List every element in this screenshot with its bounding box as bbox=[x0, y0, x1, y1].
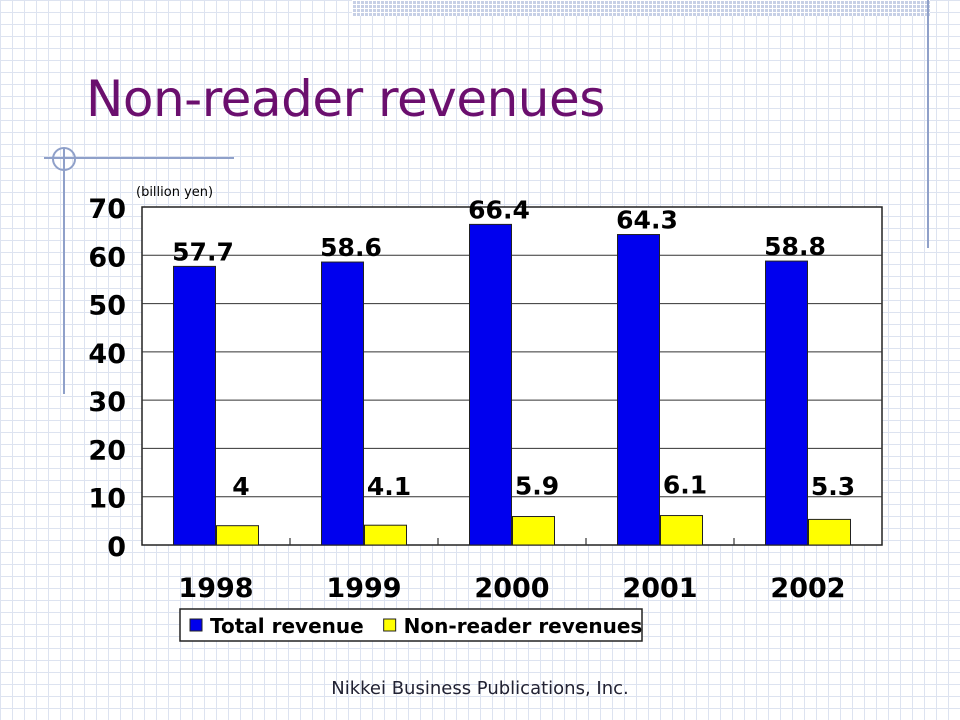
x-tick-label: 2000 bbox=[474, 573, 549, 604]
legend-label: Non-reader revenues bbox=[404, 614, 643, 638]
y-tick-label: 0 bbox=[107, 532, 126, 563]
legend: Total revenue Non-reader revenues bbox=[179, 608, 643, 642]
data-label: 6.1 bbox=[663, 471, 707, 500]
data-label: 64.3 bbox=[616, 206, 678, 235]
y-tick-label: 40 bbox=[88, 339, 126, 370]
data-label: 66.4 bbox=[468, 195, 530, 224]
data-label: 57.7 bbox=[172, 237, 234, 266]
legend-box bbox=[179, 608, 643, 642]
data-label: 5.9 bbox=[515, 472, 559, 501]
y-tick-label: 20 bbox=[88, 435, 126, 466]
non-reader-revenue-bar bbox=[216, 525, 259, 546]
data-label: 5.3 bbox=[811, 472, 855, 501]
top-decoration-band bbox=[352, 0, 930, 16]
total-revenue-bar bbox=[617, 234, 660, 546]
y-tick-label: 50 bbox=[88, 291, 126, 322]
data-label: 4 bbox=[232, 472, 249, 501]
x-tick-label: 2002 bbox=[770, 573, 845, 604]
legend-label: Total revenue bbox=[210, 614, 364, 638]
decoration-circle-icon bbox=[52, 147, 76, 171]
x-tick-label: 2001 bbox=[622, 573, 697, 604]
total-revenue-bar bbox=[469, 223, 512, 546]
y-tick-label: 70 bbox=[88, 194, 126, 225]
non-reader-revenue-bar bbox=[808, 518, 851, 546]
data-label: 58.8 bbox=[764, 232, 826, 261]
total-revenue-bar bbox=[321, 261, 364, 546]
bars bbox=[173, 223, 851, 546]
y-axis-unit-label: (billion yen) bbox=[136, 185, 213, 200]
total-revenue-bar bbox=[765, 260, 808, 546]
right-decoration-line bbox=[927, 0, 929, 248]
y-tick-label: 10 bbox=[88, 484, 126, 515]
data-label: 4.1 bbox=[367, 472, 411, 501]
y-axis: 0 10 20 30 40 50 60 70 bbox=[88, 194, 126, 563]
x-tick-label: 1999 bbox=[326, 573, 401, 604]
title-underline-decoration bbox=[44, 157, 234, 159]
data-labels: 57.7 58.6 66.4 64.3 58.8 4 4.1 5.9 6.1 5.3 bbox=[172, 195, 855, 501]
non-reader-revenue-bar bbox=[660, 515, 703, 546]
x-axis: 1998 1999 2000 2001 2002 bbox=[178, 538, 846, 604]
legend-swatch bbox=[383, 618, 397, 632]
legend-swatch bbox=[189, 618, 203, 632]
footer-text: Nikkei Business Publications, Inc. bbox=[331, 678, 629, 699]
x-tick-label: 1998 bbox=[178, 573, 253, 604]
non-reader-revenue-bar bbox=[512, 516, 555, 546]
left-decoration-line bbox=[63, 148, 65, 394]
data-label: 58.6 bbox=[320, 233, 382, 262]
y-tick-label: 30 bbox=[88, 387, 126, 418]
non-reader-revenue-bar bbox=[364, 524, 407, 546]
slide-title: Non-reader revenues bbox=[86, 70, 605, 128]
y-tick-label: 60 bbox=[88, 242, 126, 273]
total-revenue-bar bbox=[173, 265, 216, 546]
